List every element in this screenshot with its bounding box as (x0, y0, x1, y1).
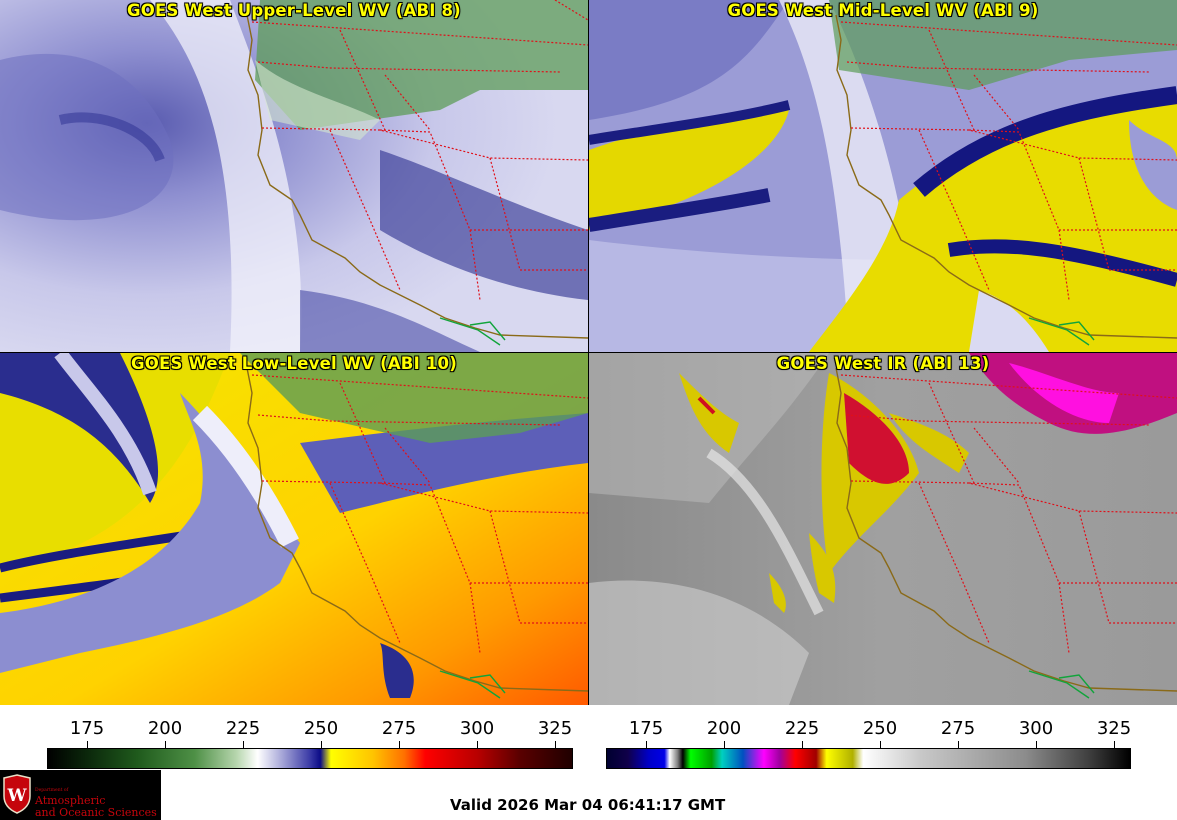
panel-divider-horizontal (0, 352, 1177, 353)
low-level-wv-image (0, 353, 588, 705)
colorbar-tick-label: 275 (940, 718, 976, 739)
colorbar-tick-mark (555, 741, 556, 749)
upper-level-wv-image (0, 0, 588, 352)
panel-ir: GOES West IR (ABI 13) (589, 353, 1177, 705)
colorbar-tick-label: 225 (784, 718, 820, 739)
panel-title: GOES West Mid-Level WV (ABI 9) (727, 1, 1039, 20)
colorbar-tick-label: 250 (303, 718, 339, 739)
colorbar-tick-mark (1036, 741, 1037, 749)
panel-upper-level-wv: GOES West Upper-Level WV (ABI 8) (0, 0, 588, 352)
colorbar-tick-label: 225 (225, 718, 261, 739)
colorbar-tick-label: 325 (537, 718, 573, 739)
colorbar-tick-label: 200 (147, 718, 183, 739)
colorbar-tick-label: 200 (706, 718, 742, 739)
colorbar-tick-label: 275 (381, 718, 417, 739)
colorbar-tick-mark (243, 741, 244, 749)
colorbar-tick-mark (802, 741, 803, 749)
valid-time: Valid 2026 Mar 04 06:41:17 GMT (450, 796, 726, 814)
colorbar-tick-label: 250 (862, 718, 898, 739)
ir-colorbar (606, 748, 1131, 769)
colorbar-tick-label: 325 (1096, 718, 1132, 739)
colorbar-tick-mark (321, 741, 322, 749)
logo-line1: Atmospheric (35, 794, 106, 807)
water-vapor-colorbar (47, 748, 573, 769)
colorbar-tick-mark (880, 741, 881, 749)
svg-text:W: W (6, 786, 27, 806)
panel-title: GOES West Upper-Level WV (ABI 8) (127, 1, 461, 20)
panel-title: GOES West IR (ABI 13) (776, 354, 990, 373)
colorbar-tick-mark (958, 741, 959, 749)
logo-line2: and Oceanic Sciences (35, 806, 157, 819)
colorbar-tick-label: 175 (628, 718, 664, 739)
colorbar-tick-mark (724, 741, 725, 749)
uw-crest-icon: W (3, 774, 31, 814)
colorbar-tick-label: 175 (69, 718, 105, 739)
logo-dept-text: Department of (35, 788, 69, 793)
colorbar-tick-mark (646, 741, 647, 749)
ir-image (589, 353, 1177, 705)
panel-mid-level-wv: GOES West Mid-Level WV (ABI 9) (589, 0, 1177, 352)
colorbar-tick-mark (399, 741, 400, 749)
colorbar-tick-mark (87, 741, 88, 749)
colorbar-tick-mark (1114, 741, 1115, 749)
colorbar-tick-mark (477, 741, 478, 749)
panel-low-level-wv: GOES West Low-Level WV (ABI 10) (0, 353, 588, 705)
aos-logo: W Department of Atmospheric and Oceanic … (0, 770, 161, 820)
colorbar-tick-label: 300 (459, 718, 495, 739)
mid-level-wv-image (589, 0, 1177, 352)
colorbar-tick-label: 300 (1018, 718, 1054, 739)
panel-title: GOES West Low-Level WV (ABI 10) (131, 354, 457, 373)
colorbar-tick-mark (165, 741, 166, 749)
